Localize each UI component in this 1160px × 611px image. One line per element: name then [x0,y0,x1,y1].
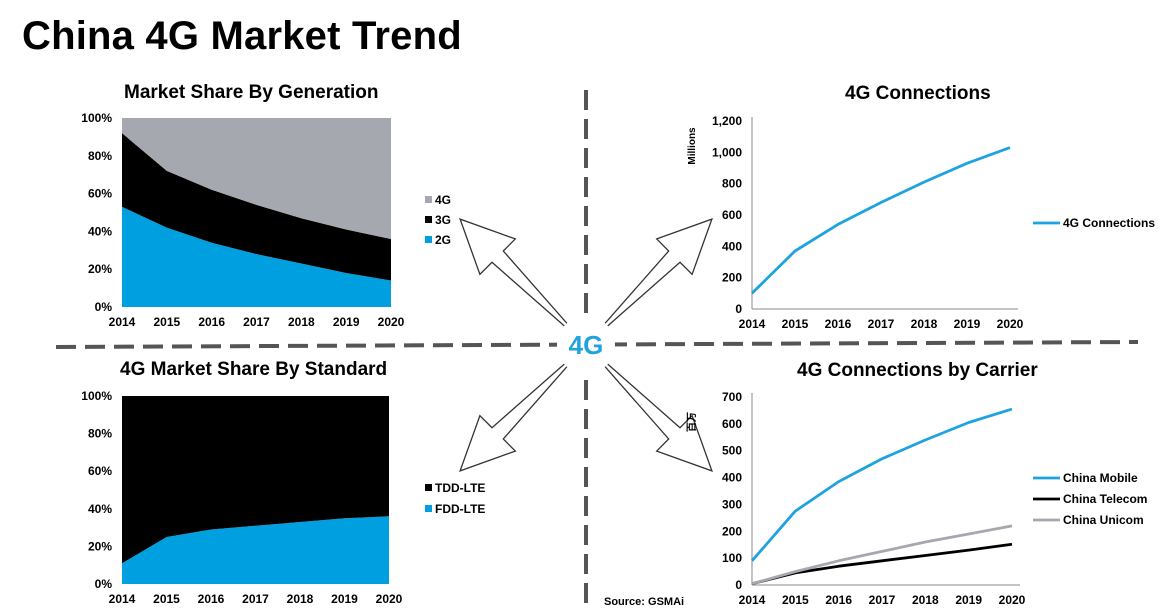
legend-swatch [425,236,432,243]
legend-swatch [425,484,432,491]
legend-swatch [425,505,432,512]
connections-by-carrier-title: 4G Connections by Carrier [797,360,1038,381]
connections-by-carrier-chart: 0 100 200 300 400 500 600 700 2014 2015 2016 2017 20… [686,390,1147,607]
x-tick-label: 2019 [333,315,360,329]
x-tick-label: 2020 [999,593,1026,607]
y-tick-label: 0 [735,578,742,592]
x-tick-label: 2014 [109,315,136,329]
y-tick-label: 80% [88,149,112,163]
connections-title: 4G Connections [845,83,991,104]
y-tick-label: 0% [95,577,113,591]
x-tick-label: 2019 [331,592,358,606]
y-tick-label: 600 [722,208,742,222]
market-share-generation-title: Market Share By Generation [124,82,379,103]
x-tick-label: 2016 [198,315,225,329]
x-tick-label: 2018 [287,592,314,606]
x-tick-label: 2015 [782,317,809,331]
x-tick-label: 2017 [242,592,269,606]
four-way-arrow-icon [459,218,713,472]
area-4g [122,118,391,239]
y-tick-label: 1,200 [712,114,742,128]
y-tick-label: 300 [722,497,742,511]
y-axis-label: Millions [687,127,698,165]
x-tick-label: 2018 [911,317,938,331]
x-tick-label: 2020 [378,315,405,329]
x-tick-label: 2017 [869,593,896,607]
arrow-shape [459,218,587,346]
page-title: China 4G Market Trend [22,14,462,58]
source-note: Source: GSMAi [604,596,685,608]
legend-swatch [425,216,432,223]
x-tick-label: 2014 [109,592,136,606]
y-tick-label: 100 [722,551,742,565]
area-tdd-lte [122,396,389,564]
arrow-hub [557,316,615,374]
arrow-shape [459,344,587,472]
x-tick-label: 2018 [288,315,315,329]
x-tick-label: 2016 [825,317,852,331]
y-tick-label: 700 [722,390,742,404]
x-tick-label: 2020 [997,317,1024,331]
x-tick-label: 2017 [868,317,895,331]
x-tick-label: 2019 [954,317,981,331]
y-tick-label: 0 [735,302,742,316]
area-3g [122,133,391,281]
x-tick-label: 2016 [825,593,852,607]
area-fdd-lte [122,516,389,584]
y-tick-label: 1,000 [712,145,742,159]
legend-swatch [425,196,432,203]
arrow-shape [585,218,713,346]
arrow-shape [585,344,713,472]
x-tick-label: 2020 [376,592,403,606]
legend-label: TDD-LTE [435,481,485,495]
y-tick-label: 40% [88,224,112,238]
line-4g-connections [751,146,1011,295]
y-tick-label: 400 [722,239,742,253]
x-tick-label: 2015 [153,315,180,329]
y-tick-label: 400 [722,471,742,485]
y-tick-label: 80% [88,427,112,441]
legend-label: 4G Connections [1063,216,1155,230]
y-tick-label: 60% [88,464,112,478]
legend-label: China Telecom [1063,492,1147,506]
x-tick-label: 2016 [198,592,225,606]
line-china-mobile [750,407,1013,562]
connections-chart: 0 200 400 600 800 1,000 1,200 2014 2015 2016 2017 2… [687,114,1155,331]
legend-label: 3G [435,213,451,227]
line-china-unicom [751,524,1013,586]
market-share-standard-chart: 0% 20% 40% 60% 80% 100% 2014 2015 2016 2017 2018 20… [81,389,485,606]
y-tick-label: 40% [88,502,112,516]
y-tick-label: 200 [722,524,742,538]
market-share-generation-chart: 0% 20% 40% 60% 80% 100% 2014 2015 2016 2017 2018 20… [81,111,451,329]
legend-label: 2G [435,233,451,247]
legend-label: FDD-LTE [435,502,485,516]
legend-label: China Unicom [1063,513,1144,527]
center-label: 4G [569,330,604,360]
x-tick-label: 2014 [739,593,766,607]
y-tick-label: 500 [722,444,742,458]
y-tick-label: 600 [722,417,742,431]
y-tick-label: 800 [722,177,742,191]
x-tick-label: 2017 [243,315,270,329]
x-tick-label: 2019 [955,593,982,607]
x-tick-label: 2015 [782,593,809,607]
y-tick-label: 60% [88,187,112,201]
market-share-standard-title: 4G Market Share By Standard [120,359,388,380]
y-axis-label: 百万 [686,412,698,432]
legend-label: 4G [435,193,451,207]
y-tick-label: 100% [81,111,112,125]
area-2g [122,206,391,307]
x-tick-label: 2018 [912,593,939,607]
x-tick-label: 2015 [153,592,180,606]
legend-label: China Mobile [1063,471,1138,485]
y-tick-label: 20% [88,262,112,276]
y-tick-label: 100% [81,389,112,403]
y-tick-label: 200 [722,271,742,285]
x-tick-label: 2014 [739,317,766,331]
y-tick-label: 20% [88,539,112,553]
y-tick-label: 0% [95,300,113,314]
